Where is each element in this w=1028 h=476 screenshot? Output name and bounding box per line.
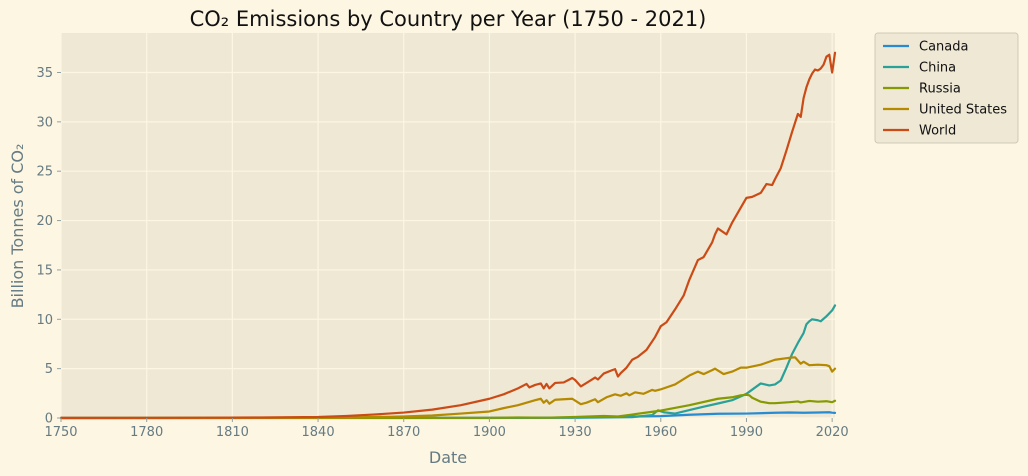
x-tick-label: 1900: [473, 425, 506, 440]
legend-label-world: World: [919, 124, 956, 139]
x-tick-label: 1750: [44, 425, 77, 440]
legend: Canada China Russia United States World: [874, 32, 1019, 144]
legend-box: [874, 32, 1019, 144]
y-axis-label: Billion Tonnes of CO₂: [8, 144, 27, 309]
x-axis-label: Date: [429, 448, 467, 467]
x-tick-label: 1960: [644, 425, 677, 440]
x-tick-label: 1840: [302, 425, 335, 440]
y-tick-label: 5: [45, 362, 53, 377]
plot-area: [61, 33, 835, 418]
series-line-united-states: [59, 356, 837, 420]
y-axis: 0 5 10 15 20 25 30 35: [36, 66, 61, 427]
x-tick-label: 1930: [559, 425, 592, 440]
legend-label-russia: Russia: [919, 82, 961, 97]
y-tick-label: 35: [36, 66, 53, 81]
x-tick-label: 1810: [216, 425, 249, 440]
series-lines: [59, 51, 837, 420]
x-tick-label: 1780: [130, 425, 163, 440]
x-tick-label: 1990: [730, 425, 763, 440]
y-tick-label: 0: [45, 412, 53, 427]
legend-label-united-states: United States: [919, 103, 1007, 118]
y-tick-label: 25: [36, 165, 53, 180]
legend-label-canada: Canada: [919, 40, 968, 55]
chart-title: CO₂ Emissions by Country per Year (1750 …: [190, 7, 707, 31]
x-axis: 1750 1780 1810 1840 1870 1900 1930 1960 1990 2020: [44, 418, 849, 440]
y-tick-label: 30: [36, 115, 53, 130]
legend-label-china: China: [919, 61, 956, 76]
y-tick-label: 10: [36, 313, 53, 328]
series-line-russia: [59, 393, 837, 420]
series-line-world: [59, 51, 837, 419]
y-tick-label: 20: [36, 214, 53, 229]
x-tick-label: 1870: [387, 425, 420, 440]
x-tick-label: 2020: [816, 425, 849, 440]
y-tick-label: 15: [36, 263, 53, 278]
